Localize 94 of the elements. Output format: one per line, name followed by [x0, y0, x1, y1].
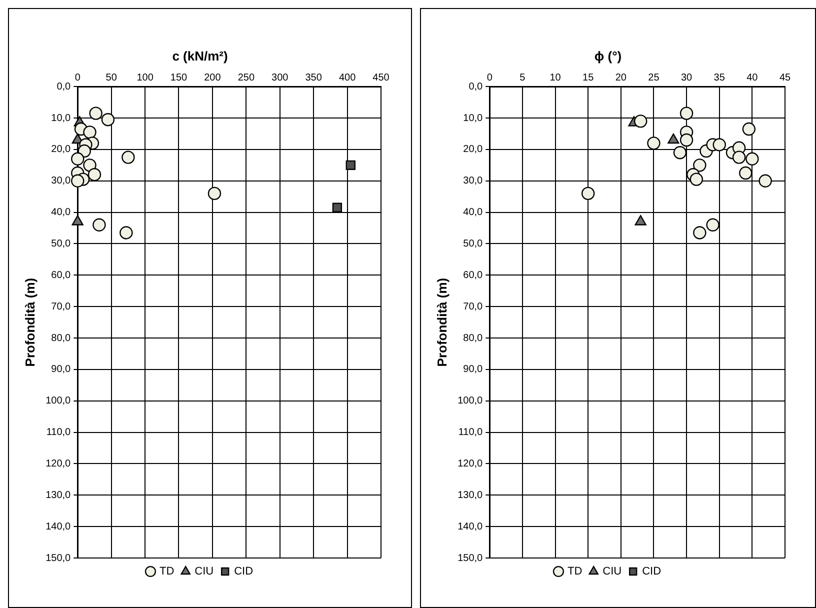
y-tick-label: 110,0 [46, 427, 72, 438]
y-tick-label: 60,0 [51, 270, 72, 281]
y-axis-title: Profondità (m) [434, 278, 450, 367]
point [693, 158, 706, 172]
y-tick-label: 30,0 [463, 176, 484, 187]
point [690, 172, 703, 186]
legend-label: CIU [602, 566, 622, 578]
point [634, 215, 646, 226]
y-tick-label: 70,0 [51, 301, 72, 312]
y-axis-title: Profondità (m) [22, 278, 38, 367]
y-tick-label: 40,0 [51, 207, 72, 218]
point [673, 146, 687, 160]
y-tick-label: 100,0 [46, 396, 72, 407]
point [122, 150, 135, 164]
legend-label: TD [567, 566, 582, 578]
point [758, 174, 772, 188]
point [693, 226, 706, 240]
point [680, 133, 694, 147]
x-tick-label: 40 [746, 72, 758, 84]
point [647, 136, 660, 150]
x-tick-label: 0 [74, 72, 81, 84]
chart-title: c (kN/m²) [172, 48, 228, 64]
x-tick-label: 250 [238, 72, 255, 84]
y-tick-label: 50,0 [463, 238, 484, 250]
x-tick-label: 45 [779, 72, 791, 84]
point [332, 202, 342, 212]
y-tick-label: 140,0 [458, 521, 484, 532]
x-tick-label: 10 [550, 72, 562, 84]
point [746, 152, 759, 166]
x-tick-label: 50 [106, 72, 118, 84]
y-tick-label: 80,0 [51, 332, 72, 344]
y-tick-label: 20,0 [51, 144, 72, 156]
point [83, 126, 96, 139]
y-tick-label: 0,0 [468, 81, 484, 92]
point [581, 186, 595, 200]
x-tick-label: 400 [338, 72, 356, 84]
y-tick-label: 120,0 [46, 458, 72, 470]
x-tick-label: 350 [305, 72, 322, 84]
y-tick-label: 90,0 [463, 364, 484, 376]
y-tick-label: 40,0 [463, 207, 484, 218]
x-tick-label: 450 [372, 72, 390, 84]
point [680, 106, 694, 120]
y-tick-label: 50,0 [51, 238, 72, 250]
x-tick-label: 200 [204, 72, 222, 84]
point [71, 152, 84, 166]
point [712, 138, 726, 152]
point [668, 133, 680, 144]
point [634, 114, 648, 128]
x-tick-label: 150 [170, 72, 188, 84]
y-tick-label: 0,0 [56, 81, 72, 92]
point [101, 113, 115, 126]
x-tick-label: 0 [486, 72, 493, 84]
y-tick-label: 70,0 [463, 301, 484, 312]
x-tick-label: 20 [615, 72, 627, 84]
point [706, 218, 720, 232]
y-tick-label: 60,0 [463, 270, 484, 281]
legend-label: CID [642, 566, 662, 578]
y-tick-label: 80,0 [463, 332, 484, 344]
legend-label: CID [234, 566, 254, 578]
x-tick-label: 30 [680, 72, 693, 84]
x-tick-label: 25 [648, 72, 660, 84]
y-tick-label: 130,0 [46, 490, 72, 501]
point [83, 158, 96, 172]
y-tick-label: 150,0 [458, 552, 484, 564]
point [72, 215, 84, 226]
y-tick-label: 120,0 [458, 458, 484, 470]
point [208, 186, 222, 200]
point [742, 122, 756, 136]
y-tick-label: 110,0 [458, 427, 484, 438]
y-tick-label: 130,0 [458, 490, 484, 501]
point [739, 166, 752, 180]
point [88, 168, 102, 182]
x-tick-label: 5 [520, 72, 526, 84]
point [732, 150, 746, 164]
legend-label: TD [159, 566, 174, 578]
x-tick-label: 35 [714, 72, 726, 84]
point [120, 226, 133, 240]
point [89, 106, 102, 120]
x-tick-label: 100 [136, 72, 154, 84]
point [346, 160, 356, 170]
point [92, 218, 106, 232]
y-tick-label: 30,0 [51, 176, 72, 187]
x-tick-label: 15 [582, 72, 594, 84]
x-tick-label: 300 [272, 72, 289, 84]
point [71, 174, 84, 188]
y-tick-label: 10,0 [463, 112, 484, 124]
y-tick-label: 140,0 [46, 521, 72, 532]
y-tick-label: 100,0 [458, 396, 484, 407]
chart-title: ϕ (°) [594, 48, 622, 64]
y-tick-label: 90,0 [51, 364, 72, 376]
y-tick-label: 10,0 [51, 112, 72, 124]
y-tick-label: 150,0 [46, 552, 72, 564]
y-tick-label: 20,0 [463, 144, 484, 156]
legend-label: CIU [194, 566, 214, 578]
